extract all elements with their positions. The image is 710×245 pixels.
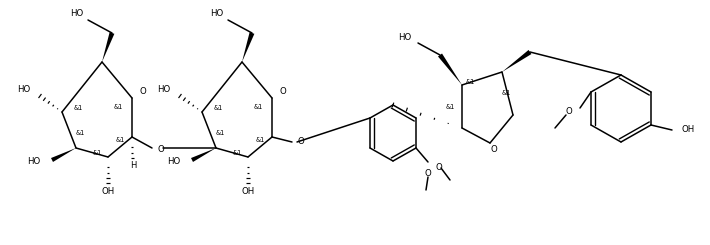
- Text: &1: &1: [214, 105, 223, 111]
- Text: HO: HO: [398, 34, 412, 42]
- Text: O: O: [435, 162, 442, 171]
- Text: O: O: [565, 108, 572, 117]
- Text: &1: &1: [73, 105, 82, 111]
- Polygon shape: [51, 148, 76, 162]
- Text: &1: &1: [501, 90, 510, 96]
- Text: O: O: [157, 146, 164, 155]
- Text: HO: HO: [70, 10, 84, 19]
- Polygon shape: [438, 53, 462, 85]
- Text: &1: &1: [256, 137, 265, 143]
- Text: HO: HO: [27, 158, 40, 167]
- Text: HO: HO: [167, 158, 180, 167]
- Text: &1: &1: [232, 150, 241, 156]
- Text: &1: &1: [114, 104, 123, 110]
- Text: OH: OH: [241, 186, 255, 196]
- Text: OH: OH: [102, 186, 114, 196]
- Text: &1: &1: [92, 150, 102, 156]
- Polygon shape: [502, 50, 532, 72]
- Text: O: O: [298, 137, 305, 147]
- Text: &1: &1: [253, 104, 263, 110]
- Text: &1: &1: [445, 104, 454, 110]
- Polygon shape: [242, 32, 254, 62]
- Text: HO: HO: [157, 86, 170, 95]
- Text: OH: OH: [682, 125, 695, 135]
- Text: O: O: [140, 87, 147, 97]
- Polygon shape: [191, 148, 216, 162]
- Text: &1: &1: [75, 130, 84, 136]
- Text: O: O: [491, 146, 498, 155]
- Text: O: O: [425, 169, 432, 177]
- Text: HO: HO: [17, 86, 30, 95]
- Text: O: O: [280, 87, 287, 97]
- Text: HO: HO: [210, 10, 224, 19]
- Polygon shape: [102, 32, 114, 62]
- Text: H: H: [130, 161, 136, 171]
- Text: &1: &1: [115, 137, 125, 143]
- Text: &1: &1: [465, 79, 474, 85]
- Text: &1: &1: [215, 130, 224, 136]
